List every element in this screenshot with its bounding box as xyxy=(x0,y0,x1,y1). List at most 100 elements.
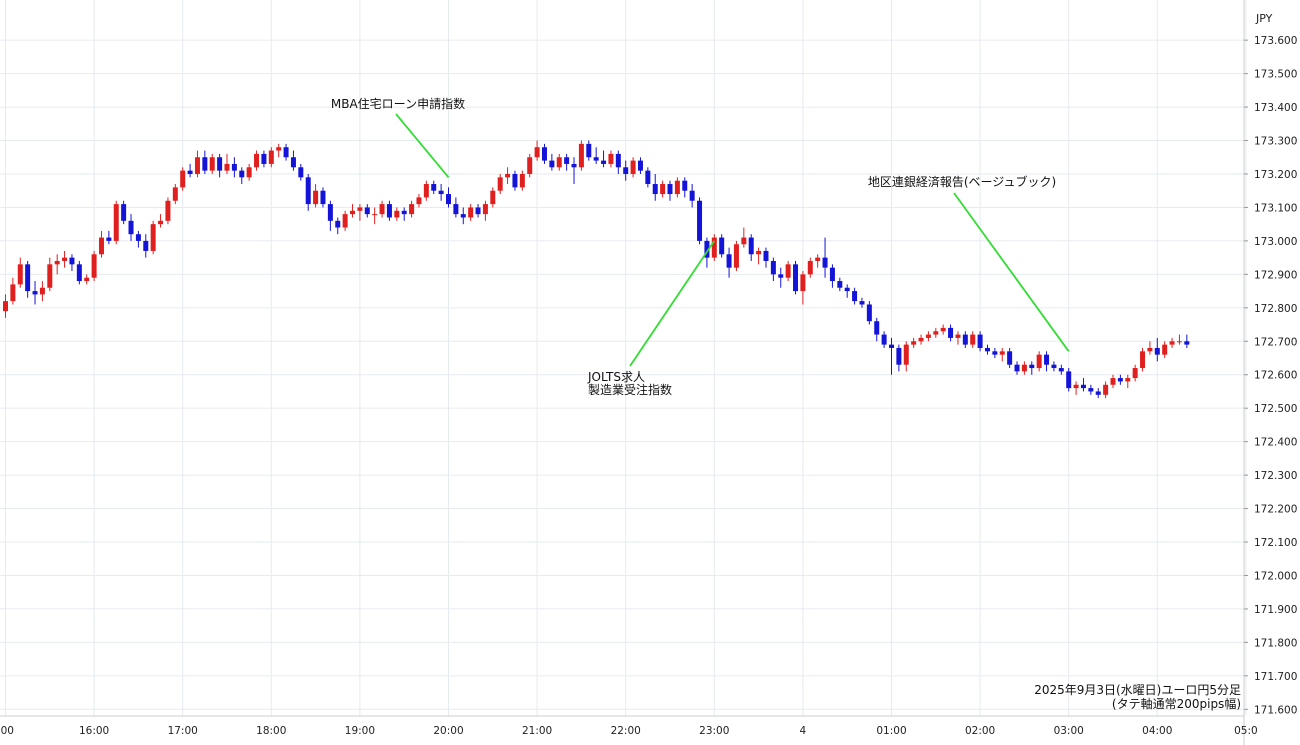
candle-body xyxy=(1080,384,1086,389)
candle xyxy=(372,207,378,225)
candle xyxy=(571,157,577,185)
annotation-label: 製造業受注指数 xyxy=(588,382,672,397)
candle-body xyxy=(320,190,326,205)
candle-body xyxy=(763,250,769,261)
candle-body xyxy=(468,207,474,218)
candle xyxy=(468,204,474,221)
candle-body xyxy=(69,257,75,265)
candle xyxy=(180,167,186,191)
price-tick-label: 173.000 xyxy=(1254,236,1297,248)
candle xyxy=(1176,334,1182,345)
candle xyxy=(268,147,274,168)
price-tick-label: 172.600 xyxy=(1254,370,1297,382)
candle-body xyxy=(1036,354,1042,369)
annotation-label: JOLTS求人 xyxy=(587,370,645,384)
candle xyxy=(1169,337,1175,348)
candle xyxy=(69,254,75,272)
time-tick-label: 16:00 xyxy=(79,725,109,737)
candle-body xyxy=(645,170,651,185)
candle-body xyxy=(984,347,990,352)
candle xyxy=(992,347,998,358)
candle xyxy=(10,277,16,305)
candle-body xyxy=(726,254,732,268)
candle-body xyxy=(327,204,333,221)
candle xyxy=(364,204,370,218)
candle-body xyxy=(556,157,562,168)
candle-body xyxy=(1073,384,1079,389)
time-tick-label: 03:00 xyxy=(1054,725,1084,737)
candle xyxy=(756,247,762,265)
candle-body xyxy=(1125,378,1131,382)
price-tick-label: 171.600 xyxy=(1254,704,1297,716)
candle-body xyxy=(91,254,97,278)
price-tick-label: 172.400 xyxy=(1254,437,1297,449)
candle-body xyxy=(549,160,555,168)
candle xyxy=(541,143,547,164)
candle xyxy=(394,207,400,221)
candle-body xyxy=(409,204,415,215)
candle xyxy=(335,217,341,235)
candle-body xyxy=(17,264,23,285)
candle xyxy=(955,331,961,345)
candle xyxy=(1044,351,1050,372)
candle xyxy=(3,294,8,318)
candle xyxy=(276,143,282,158)
candle-body xyxy=(955,334,961,338)
candle xyxy=(423,180,429,201)
candle xyxy=(778,267,784,288)
candle-body xyxy=(933,331,939,335)
candle-body xyxy=(172,187,178,201)
candle-body xyxy=(704,240,710,258)
candle-body xyxy=(231,163,237,171)
candle xyxy=(158,214,164,228)
time-tick-label: 23:00 xyxy=(699,725,729,737)
candle-body xyxy=(866,304,872,322)
candle xyxy=(453,197,459,218)
candle-body xyxy=(305,177,311,205)
candle-body xyxy=(697,200,703,241)
candle xyxy=(1095,388,1101,399)
time-axis: :00 16:00 17:00 18:00 19:00 20:00 21:00 22:00 23… xyxy=(0,725,1258,737)
candle xyxy=(505,167,511,185)
candle xyxy=(32,281,38,305)
candle xyxy=(1021,361,1027,375)
candle-body xyxy=(999,351,1005,355)
annotation-line xyxy=(953,192,1070,352)
chart-caption-line2: (タテ軸通常200pips幅) xyxy=(1112,696,1241,711)
candle xyxy=(135,230,141,248)
candle-body xyxy=(386,204,392,218)
candle xyxy=(84,274,90,285)
price-tick-label: 172.100 xyxy=(1254,537,1297,549)
candle xyxy=(1014,361,1020,375)
candle xyxy=(512,170,518,191)
price-tick-label: 173.100 xyxy=(1254,202,1297,214)
candle xyxy=(490,187,496,208)
candle-body xyxy=(1147,347,1153,352)
candle xyxy=(556,153,562,171)
candle-body xyxy=(372,214,378,216)
candle xyxy=(194,150,200,178)
candle-body xyxy=(807,260,813,275)
candle-body xyxy=(453,204,459,215)
candle xyxy=(261,150,267,168)
annotation: MBA住宅ローン申請指数 xyxy=(331,96,465,178)
candle-body xyxy=(460,214,466,218)
candle xyxy=(1103,381,1109,399)
candle-body xyxy=(733,244,739,268)
candle xyxy=(549,153,555,171)
candle-body xyxy=(254,153,260,168)
candle xyxy=(534,140,540,161)
candle xyxy=(970,331,976,348)
time-tick-label: 21:00 xyxy=(522,725,552,737)
annotation: 地区連銀経済報告(ベージュブック) xyxy=(868,174,1070,352)
candle-body xyxy=(911,341,917,345)
candle xyxy=(807,257,813,278)
candle-body xyxy=(209,157,215,171)
candle-body xyxy=(1029,364,1035,369)
candle xyxy=(770,257,776,282)
price-axis: 173.600 173.500 173.400 173.300 173.200 173.1… xyxy=(1244,35,1297,716)
time-tick-label: 20:00 xyxy=(433,725,463,737)
candle xyxy=(689,184,695,208)
candle-body xyxy=(785,264,791,278)
annotation-label: MBA住宅ローン申請指数 xyxy=(331,96,465,111)
